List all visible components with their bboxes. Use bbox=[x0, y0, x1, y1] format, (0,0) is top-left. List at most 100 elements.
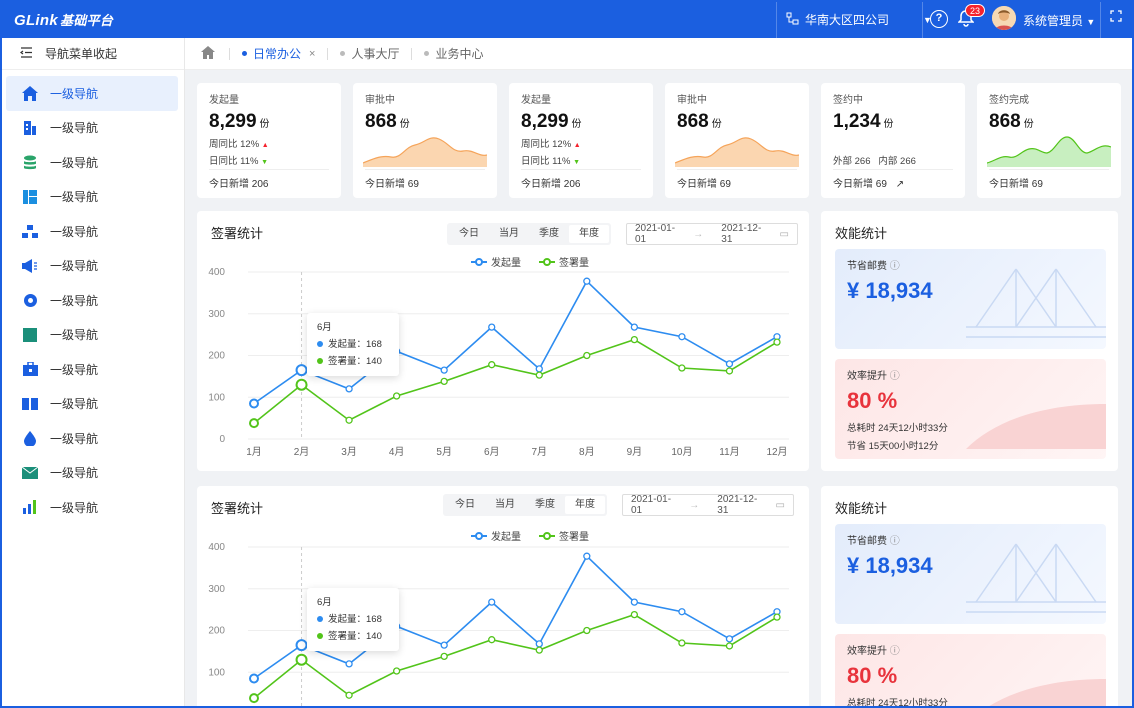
data-point bbox=[295, 639, 308, 652]
data-point bbox=[535, 640, 543, 648]
date-range-picker[interactable]: 2021-01-01 → 2021-12-31 ▭ bbox=[622, 494, 794, 516]
sidebar-item-6[interactable]: 一级导航 bbox=[6, 249, 178, 284]
avatar[interactable] bbox=[992, 6, 1016, 30]
tab-business-center[interactable]: 业务中心 bbox=[412, 45, 495, 62]
sidebar-item-4[interactable]: 一级导航 bbox=[6, 180, 178, 215]
seg-quarter[interactable]: 季度 bbox=[535, 499, 555, 510]
home-icon bbox=[22, 85, 38, 101]
bridge-watermark bbox=[966, 543, 1106, 613]
x-tick-label: 6月 bbox=[484, 446, 500, 458]
efficiency-card: 效率提升 ⓘ 80 % 总耗时 24天12小时33分 bbox=[835, 634, 1106, 708]
sidebar-item-3[interactable]: 一级导航 bbox=[6, 145, 178, 180]
sparkline bbox=[363, 137, 487, 167]
sidebar-item-label: 一级导航 bbox=[50, 86, 99, 101]
data-point bbox=[630, 335, 639, 344]
date-range-picker[interactable]: 2021-01-01 → 2021-12-31 ▭ bbox=[626, 223, 798, 245]
seg-month[interactable]: 当月 bbox=[499, 228, 519, 239]
sidebar-item-10[interactable]: 一级导航 bbox=[6, 387, 178, 422]
train-watermark bbox=[986, 679, 1106, 708]
sidebar-item-2[interactable]: 一级导航 bbox=[6, 111, 178, 146]
data-point bbox=[345, 416, 353, 424]
postage-card: 节省邮费 ⓘ ¥ 18,934 bbox=[835, 524, 1106, 624]
data-point bbox=[249, 673, 259, 684]
close-icon[interactable]: × bbox=[309, 47, 316, 60]
legend-initiated[interactable]: 发起量 bbox=[471, 254, 521, 269]
data-point bbox=[725, 367, 734, 375]
x-tick-label: 12月 bbox=[766, 446, 787, 458]
data-point bbox=[630, 598, 639, 606]
data-point bbox=[583, 552, 591, 560]
sidebar-item-label: 一级导航 bbox=[50, 155, 99, 170]
legend-initiated[interactable]: 发起量 bbox=[471, 528, 521, 543]
tab-hr-hall[interactable]: 人事大厅 bbox=[328, 45, 411, 62]
calendar-icon: ▭ bbox=[779, 228, 789, 240]
chart-tooltip: 6月 发起量：168 签署量：140 bbox=[307, 313, 399, 376]
sidebar-item-12[interactable]: 一级导航 bbox=[6, 456, 178, 491]
bridge-watermark bbox=[966, 268, 1106, 338]
tab-daily-office[interactable]: 日常办公 × bbox=[230, 45, 327, 62]
postage-card: 节省邮费 ⓘ ¥ 18,934 bbox=[835, 249, 1106, 349]
legend-signed[interactable]: 签署量 bbox=[539, 254, 589, 269]
data-point bbox=[583, 351, 591, 360]
data-point bbox=[440, 366, 448, 374]
x-tick-label: 4月 bbox=[389, 446, 405, 458]
seg-month[interactable]: 当月 bbox=[495, 499, 515, 510]
sidebar-item-13[interactable]: 一级导航 bbox=[6, 490, 178, 525]
calendar-icon: ▭ bbox=[775, 499, 785, 511]
y-tick-label: 200 bbox=[208, 626, 225, 637]
legend-signed[interactable]: 签署量 bbox=[539, 528, 589, 543]
y-tick-label: 100 bbox=[208, 392, 225, 403]
seg-year[interactable]: 年度 bbox=[565, 496, 605, 514]
trend-icon: ↗ bbox=[895, 179, 905, 190]
data-point bbox=[440, 377, 448, 386]
data-point bbox=[295, 378, 308, 391]
data-point bbox=[583, 277, 591, 285]
sidebar-item-label: 一级导航 bbox=[50, 397, 99, 412]
database-icon bbox=[22, 154, 38, 170]
sidebar-item-7[interactable]: 一级导航 bbox=[6, 283, 178, 318]
y-tick-label: 400 bbox=[208, 267, 225, 278]
stat-card-initiated-2: 发起量 8,299 份 周同比 12% ▲ 日同比 11% ▼ 今日新增 206 bbox=[509, 83, 653, 198]
user-menu[interactable]: 系统管理员 ▼ bbox=[1023, 14, 1096, 28]
sidebar-item-label: 一级导航 bbox=[50, 224, 99, 239]
sidebar-item-label: 一级导航 bbox=[50, 293, 99, 308]
x-tick-label: 7月 bbox=[531, 446, 547, 458]
layout-icon bbox=[22, 189, 38, 205]
sidebar-item-8[interactable]: 一级导航 bbox=[6, 318, 178, 353]
data-point bbox=[488, 361, 496, 369]
x-tick-label: 1月 bbox=[246, 446, 262, 458]
stat-card-signed: 签约完成 868 份 今日新增 69 bbox=[977, 83, 1121, 198]
sidebar-item-9[interactable]: 一级导航 bbox=[6, 352, 178, 387]
fullscreen-icon[interactable] bbox=[1110, 10, 1122, 25]
panel-title: 签署统计 bbox=[211, 226, 264, 241]
y-tick-label: 300 bbox=[208, 309, 225, 320]
seg-quarter[interactable]: 季度 bbox=[539, 228, 559, 239]
menu-fold-icon bbox=[20, 46, 33, 61]
x-tick-label: 3月 bbox=[341, 446, 357, 458]
data-point bbox=[249, 418, 259, 429]
stat-card-approving-2: 审批中 868 份 今日新增 69 bbox=[665, 83, 809, 198]
sidebar-item-11[interactable]: 一级导航 bbox=[6, 421, 178, 456]
y-tick-label: 100 bbox=[208, 667, 225, 678]
train-watermark bbox=[966, 404, 1106, 449]
series-line-2 bbox=[253, 613, 778, 699]
efficiency-panel: 效能统计 节省邮费 ⓘ ¥ 18,934 效率提升 ⓘ 80 % 总耗时 24天… bbox=[821, 211, 1118, 471]
org-selector[interactable]: 华南大区四公司 ▼ bbox=[786, 11, 932, 28]
seg-year[interactable]: 年度 bbox=[569, 225, 609, 243]
seg-today[interactable]: 今日 bbox=[459, 228, 479, 239]
collapse-menu-button[interactable]: 导航菜单收起 bbox=[0, 38, 184, 70]
data-point bbox=[725, 635, 734, 643]
home-icon[interactable] bbox=[201, 45, 215, 62]
data-point bbox=[440, 652, 448, 661]
sidebar-item-1[interactable]: 一级导航 bbox=[6, 76, 178, 111]
help-icon[interactable]: ? bbox=[930, 10, 948, 28]
notification-badge: 23 bbox=[965, 4, 986, 17]
sparkline bbox=[675, 137, 799, 167]
sidebar-item-label: 一级导航 bbox=[50, 121, 99, 136]
seg-today[interactable]: 今日 bbox=[455, 499, 475, 510]
data-point bbox=[488, 598, 496, 606]
data-point bbox=[773, 613, 781, 621]
sidebar-item-5[interactable]: 一级导航 bbox=[6, 214, 178, 249]
logo[interactable]: GLink 基础平台 bbox=[14, 12, 114, 29]
